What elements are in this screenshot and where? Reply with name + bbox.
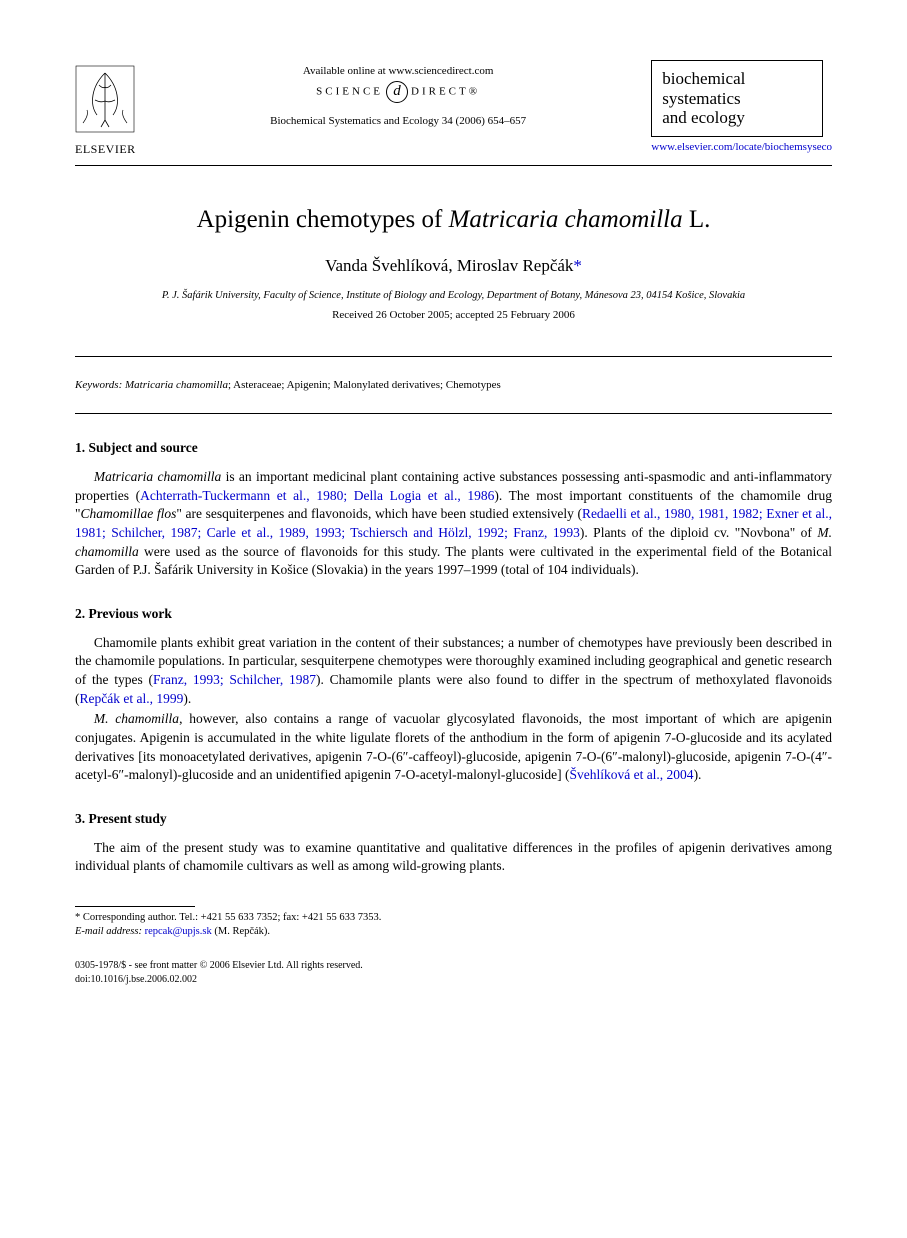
article-dates: Received 26 October 2005; accepted 25 Fe… bbox=[75, 309, 832, 321]
email-post: (M. Repčák). bbox=[212, 926, 270, 937]
email-label: E-mail address: bbox=[75, 926, 142, 937]
keywords-line: Keywords: Matricaria chamomilla; Asterac… bbox=[75, 379, 832, 391]
rule-below-keywords bbox=[75, 413, 832, 414]
copyright-line1: 0305-1978/$ - see front matter © 2006 El… bbox=[75, 959, 832, 973]
ref-achterrath[interactable]: Achterrath-Tuckermann et al., 1980; Dell… bbox=[140, 488, 494, 503]
at-icon: d bbox=[386, 81, 408, 103]
journal-box-wrap: biochemical systematics and ecology www.… bbox=[651, 60, 832, 153]
publisher-logo-block: ELSEVIER bbox=[75, 60, 145, 157]
section1-heading: 1. Subject and source bbox=[75, 440, 832, 456]
header-rule bbox=[75, 165, 832, 166]
section2-paragraph2: M. chamomilla, however, also contains a … bbox=[75, 710, 832, 785]
keywords-block: Keywords: Matricaria chamomilla; Asterac… bbox=[75, 379, 832, 391]
sec2-p2b: ). bbox=[694, 767, 702, 782]
sec2-p2a: , however, also contains a range of vacu… bbox=[75, 711, 832, 782]
ref-svehlikova[interactable]: Švehlíková et al., 2004 bbox=[569, 767, 693, 782]
authors-line: Vanda Švehlíková, Miroslav Repčák* bbox=[75, 256, 832, 276]
sciencedirect-logo: SCIENCEdDIRECT® bbox=[145, 81, 651, 103]
sciencedirect-right: DIRECT® bbox=[411, 86, 480, 98]
title-species: Matricaria chamomilla bbox=[449, 206, 683, 233]
page-container: ELSEVIER Available online at www.science… bbox=[0, 0, 907, 1036]
article-title: Apigenin chemotypes of Matricaria chamom… bbox=[75, 206, 832, 234]
journal-line2: systematics bbox=[662, 89, 812, 109]
available-online-text: Available online at www.sciencedirect.co… bbox=[145, 65, 651, 77]
keywords-species: Matricaria chamomilla bbox=[125, 379, 228, 391]
keywords-label: Keywords: bbox=[75, 379, 122, 391]
ref-franz-schilcher[interactable]: Franz, 1993; Schilcher, 1987 bbox=[153, 672, 316, 687]
email-link[interactable]: repcak@upjs.sk bbox=[145, 926, 212, 937]
title-post: L. bbox=[683, 206, 711, 233]
doi-line: doi:10.1016/j.bse.2006.02.002 bbox=[75, 973, 832, 987]
section1-paragraph1: Matricaria chamomilla is an important me… bbox=[75, 468, 832, 580]
section3-heading: 3. Present study bbox=[75, 811, 832, 827]
sec1-p1c: " are sesquiterpenes and flavonoids, whi… bbox=[176, 506, 582, 521]
author1: Vanda Švehlíková bbox=[325, 256, 448, 275]
section2-heading: 2. Previous work bbox=[75, 606, 832, 622]
ref-repcak[interactable]: Repčák et al., 1999 bbox=[80, 691, 184, 706]
footnote-corr: * Corresponding author. Tel.: +421 55 63… bbox=[75, 911, 832, 925]
title-pre: Apigenin chemotypes of bbox=[197, 206, 449, 233]
sec2-p1c: ). bbox=[183, 691, 191, 706]
journal-line3: and ecology bbox=[662, 108, 812, 128]
journal-title-box: biochemical systematics and ecology bbox=[651, 60, 823, 137]
journal-url-link[interactable]: www.elsevier.com/locate/biochemsyseco bbox=[651, 141, 832, 153]
sec1-drug: Chamomillae flos bbox=[81, 506, 177, 521]
header-row: ELSEVIER Available online at www.science… bbox=[75, 60, 832, 157]
sciencedirect-left: SCIENCE bbox=[316, 86, 383, 98]
section2-paragraph1: Chamomile plants exhibit great variation… bbox=[75, 634, 832, 709]
copyright-block: 0305-1978/$ - see front matter © 2006 El… bbox=[75, 959, 832, 986]
affiliation: P. J. Šafárik University, Faculty of Sci… bbox=[75, 290, 832, 301]
footnote-rule bbox=[75, 906, 195, 907]
footnote-email-line: E-mail address: repcak@upjs.sk (M. Repčá… bbox=[75, 925, 832, 939]
keywords-rest: ; Asteraceae; Apigenin; Malonylated deri… bbox=[228, 379, 501, 391]
sec2-species: M. chamomilla bbox=[94, 711, 179, 726]
publisher-name: ELSEVIER bbox=[75, 142, 145, 157]
journal-line1: biochemical bbox=[662, 69, 812, 89]
author2: Miroslav Repčák bbox=[457, 256, 574, 275]
elsevier-tree-icon bbox=[75, 65, 135, 135]
rule-above-keywords bbox=[75, 356, 832, 357]
sec1-p1d: ). Plants of the diploid cv. "Novbona" o… bbox=[580, 525, 818, 540]
sec1-p1e: were used as the source of flavonoids fo… bbox=[75, 544, 832, 578]
section3-paragraph1: The aim of the present study was to exam… bbox=[75, 839, 832, 876]
corresponding-author-footnote: * Corresponding author. Tel.: +421 55 63… bbox=[75, 911, 832, 939]
header-center: Available online at www.sciencedirect.co… bbox=[145, 60, 651, 127]
citation-text: Biochemical Systematics and Ecology 34 (… bbox=[145, 115, 651, 127]
corresponding-star-icon[interactable]: * bbox=[573, 256, 582, 275]
sec1-species1: Matricaria chamomilla bbox=[94, 469, 221, 484]
